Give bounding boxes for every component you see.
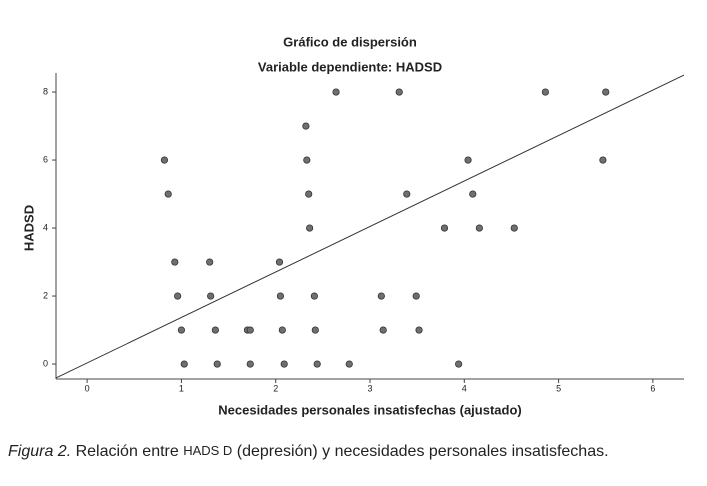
point — [174, 292, 182, 300]
y-axis-label: HADSD — [21, 205, 36, 251]
point — [280, 360, 288, 368]
point — [412, 292, 420, 300]
x-axis-label: Necesidades personales insatisfechas (aj… — [218, 402, 521, 417]
point — [313, 360, 321, 368]
point — [164, 190, 172, 198]
point — [377, 292, 385, 300]
point — [305, 190, 313, 198]
point — [415, 326, 423, 334]
x-tick-label: 4 — [462, 383, 467, 393]
point — [246, 360, 254, 368]
x-tick-label: 6 — [650, 383, 655, 393]
point — [275, 258, 284, 266]
y-tick-label: 8 — [43, 86, 48, 96]
point — [599, 156, 607, 164]
point — [395, 88, 403, 96]
point — [332, 88, 340, 96]
x-tick-label: 3 — [367, 383, 372, 393]
point — [211, 326, 219, 334]
fit-line — [55, 74, 685, 379]
point — [464, 156, 472, 164]
point — [455, 360, 463, 368]
x-tick-label: 0 — [85, 383, 90, 393]
point — [213, 360, 221, 368]
point — [541, 88, 549, 96]
x-tick-label: 5 — [556, 383, 561, 393]
point — [303, 156, 311, 164]
point — [177, 326, 186, 334]
y-tick-label: 0 — [43, 358, 48, 368]
point — [311, 326, 319, 334]
point — [207, 292, 215, 300]
point — [403, 190, 411, 198]
point — [475, 224, 483, 232]
x-tick-label: 1 — [179, 383, 184, 393]
point — [602, 88, 610, 96]
point — [180, 360, 188, 368]
point — [171, 258, 179, 266]
caption-text: (depresión) y necesidades personales ins… — [232, 443, 608, 460]
point — [379, 326, 387, 334]
y-tick-label: 4 — [43, 222, 48, 232]
x-tick-label: 2 — [273, 383, 278, 393]
caption-text: Relación entre — [71, 443, 183, 460]
point — [469, 190, 477, 198]
caption: Figura 2. Relación entre HADS D (depresi… — [8, 443, 609, 460]
point — [310, 292, 318, 300]
chart-title: Gráfico de dispersión — [283, 34, 417, 49]
chart-subtitle: Variable dependiente: HADSD — [258, 59, 442, 74]
caption-label: Figura 2. — [8, 443, 71, 460]
point — [440, 224, 449, 232]
y-tick-label: 2 — [43, 290, 48, 300]
point — [278, 326, 286, 334]
point — [206, 258, 214, 266]
point — [246, 326, 254, 334]
point — [276, 292, 285, 300]
point — [306, 224, 314, 232]
point — [160, 156, 169, 164]
point — [345, 360, 353, 368]
point — [510, 224, 518, 232]
y-tick-label: 6 — [43, 154, 48, 164]
caption-abbr: HADS D — [183, 443, 232, 458]
point — [302, 122, 310, 130]
